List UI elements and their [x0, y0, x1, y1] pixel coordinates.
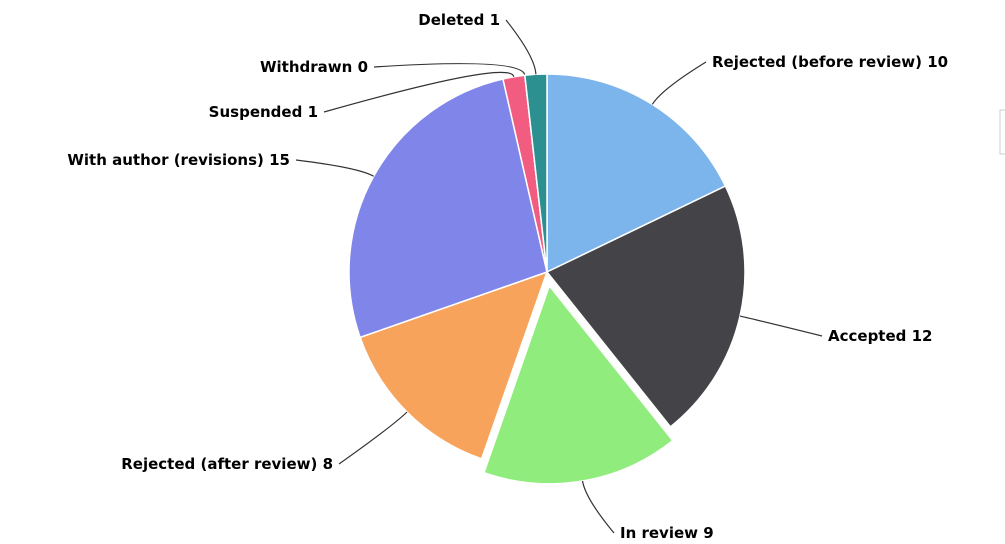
pie-slice	[546, 73, 727, 274]
side-widget	[999, 109, 1005, 155]
category-name: Suspended	[209, 103, 303, 121]
data-label: Withdrawn 0	[260, 58, 368, 76]
leader-line	[505, 19, 537, 75]
leader-line	[338, 411, 408, 465]
value-label: 12	[912, 327, 933, 345]
value-label: 8	[323, 455, 333, 473]
value-label: 10	[927, 53, 948, 71]
leader-line	[581, 480, 615, 534]
value-label: 0	[358, 58, 368, 76]
value-label: 15	[269, 151, 290, 169]
pie-slice	[524, 73, 548, 273]
value-label: 1	[490, 11, 500, 29]
category-name: Withdrawn	[260, 58, 352, 76]
category-name: Rejected (before review)	[712, 53, 922, 71]
data-label: Rejected (after review) 8	[121, 455, 333, 473]
data-label: In review 9	[620, 524, 714, 542]
leader-line	[323, 71, 515, 113]
category-name: In review	[620, 524, 698, 542]
leader-line	[651, 61, 707, 105]
leader-line	[373, 63, 526, 76]
value-label: 9	[703, 524, 713, 542]
category-name: Accepted	[828, 327, 906, 345]
value-label: 1	[308, 103, 318, 121]
data-label: Deleted 1	[418, 11, 500, 29]
pie-slice	[482, 284, 674, 485]
data-label: With author (revisions) 15	[67, 151, 290, 169]
leader-line	[739, 315, 823, 337]
category-name: With author (revisions)	[67, 151, 264, 169]
pie-slice	[545, 185, 746, 428]
data-label: Accepted 12	[828, 327, 933, 345]
category-name: Deleted	[418, 11, 484, 29]
leader-line	[295, 159, 374, 177]
pie-slice	[348, 78, 548, 339]
category-name: Rejected (after review)	[121, 455, 317, 473]
data-label: Suspended 1	[209, 103, 318, 121]
data-label: Rejected (before review) 10	[712, 53, 948, 71]
